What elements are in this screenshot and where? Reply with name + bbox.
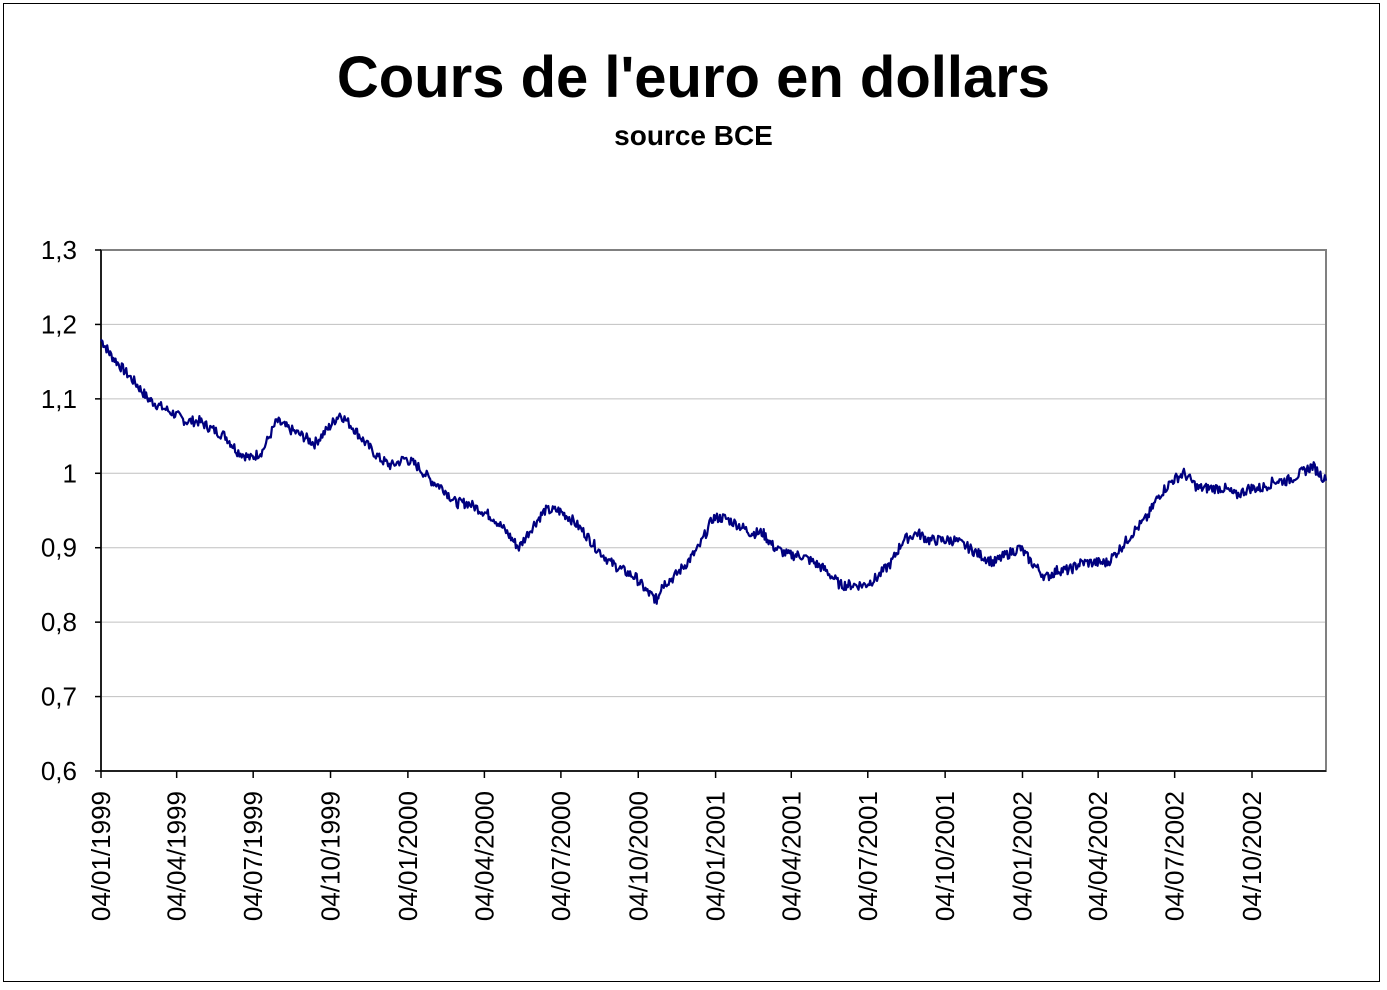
x-tick-label: 04/07/1999 bbox=[238, 791, 268, 921]
y-tick-label: 0,9 bbox=[41, 533, 77, 563]
x-tick-label: 04/01/2001 bbox=[701, 791, 731, 921]
y-tick-label: 0,6 bbox=[41, 756, 77, 786]
chart-title: Cours de l'euro en dollars bbox=[336, 45, 1051, 110]
y-tick-label: 1,1 bbox=[41, 384, 77, 414]
series-line bbox=[100, 338, 1328, 605]
x-tick-label: 04/04/2001 bbox=[776, 791, 806, 921]
y-tick-label: 1,3 bbox=[41, 235, 77, 265]
axes bbox=[100, 250, 1326, 772]
y-tick-label: 0,8 bbox=[41, 607, 77, 637]
x-tick-label: 04/01/2000 bbox=[393, 791, 423, 921]
x-tick-label: 04/04/2002 bbox=[1083, 791, 1113, 921]
gridlines bbox=[101, 323, 1326, 698]
y-tick-label: 1 bbox=[63, 458, 77, 488]
x-tick-label: 04/07/2001 bbox=[853, 791, 883, 921]
y-tick-label: 1,2 bbox=[41, 309, 77, 339]
x-tick-label: 04/01/2002 bbox=[1007, 791, 1037, 921]
x-tick-label: 04/04/2000 bbox=[469, 791, 499, 921]
x-tick-label: 04/10/2002 bbox=[1237, 791, 1267, 921]
chart-frame bbox=[3, 3, 1380, 982]
x-tick-label: 04/10/1999 bbox=[316, 791, 346, 921]
x-tick-label: 04/07/2000 bbox=[546, 791, 576, 921]
chart-subtitle: source BCE bbox=[614, 120, 773, 151]
x-tick-label: 04/01/1999 bbox=[86, 791, 116, 921]
x-axis-ticks: 04/01/1999 04/04/1999 04/07/1999 04/10/1999… bbox=[86, 771, 1267, 921]
plot-area bbox=[100, 249, 1327, 772]
x-tick-label: 04/07/2002 bbox=[1160, 791, 1190, 921]
x-tick-label: 04/10/2000 bbox=[623, 791, 653, 921]
x-tick-label: 04/04/1999 bbox=[162, 791, 192, 921]
y-tick-label: 0,7 bbox=[41, 682, 77, 712]
y-axis-ticks: 0,6 0,7 0,8 0,9 1 1,1 1,2 1,3 bbox=[41, 235, 101, 786]
x-tick-label: 04/10/2001 bbox=[930, 791, 960, 921]
